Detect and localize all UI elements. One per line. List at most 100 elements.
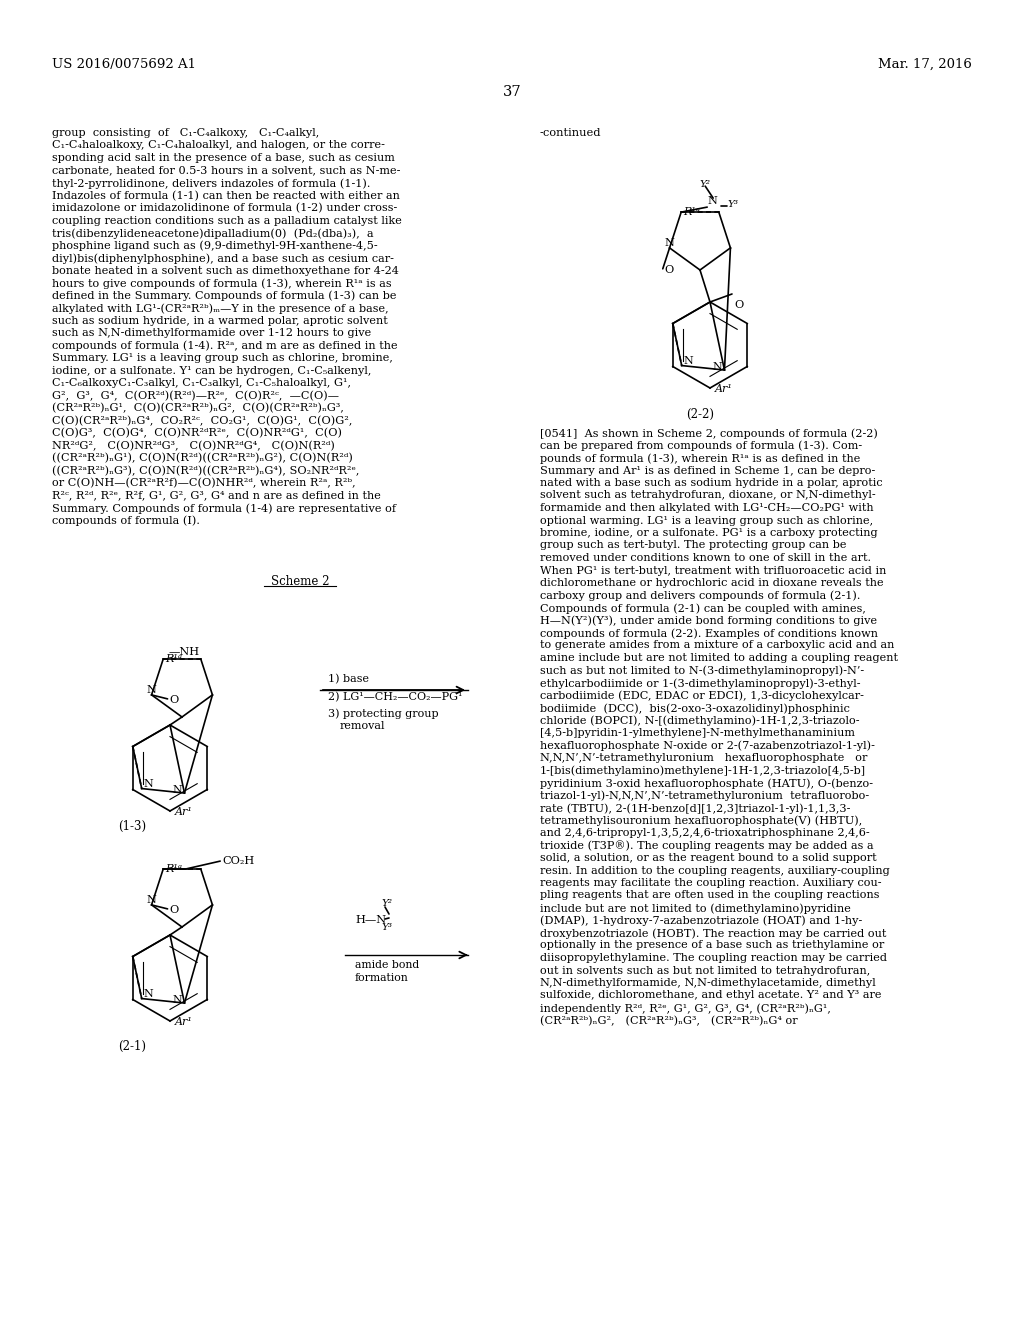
Text: US 2016/0075692 A1: US 2016/0075692 A1 [52,58,196,71]
Text: N: N [708,197,717,206]
Text: O: O [170,694,179,705]
Text: such as but not limited to N-(3-dimethylaminopropyl)-N’-: such as but not limited to N-(3-dimethyl… [540,665,864,676]
Text: R²ᶜ, R²ᵈ, R²ᵉ, R²f, G¹, G², G³, G⁴ and n are as defined in the: R²ᶜ, R²ᵈ, R²ᵉ, R²f, G¹, G², G³, G⁴ and n… [52,491,381,500]
Text: group such as tert-butyl. The protecting group can be: group such as tert-butyl. The protecting… [540,540,847,550]
Text: Y³: Y³ [381,923,392,932]
Text: 1-[bis(dimethylamino)methylene]-1H-1,2,3-triazolo[4,5-b]: 1-[bis(dimethylamino)methylene]-1H-1,2,3… [540,766,866,776]
Text: to generate amides from a mixture of a carboxylic acid and an: to generate amides from a mixture of a c… [540,640,894,651]
Text: optional warming. LG¹ is a leaving group such as chlorine,: optional warming. LG¹ is a leaving group… [540,516,873,525]
Text: O: O [170,906,179,915]
Text: Indazoles of formula (1-1) can then be reacted with either an: Indazoles of formula (1-1) can then be r… [52,190,400,201]
Text: resin. In addition to the coupling reagents, auxiliary-coupling: resin. In addition to the coupling reage… [540,866,890,875]
Text: hexafluorophosphate N-oxide or 2-(7-azabenzotriazol-1-yl)-: hexafluorophosphate N-oxide or 2-(7-azab… [540,741,874,751]
Text: N: N [143,779,154,788]
Text: or C(O)NH—(CR²ᵃR²f)—C(O)NHR²ᵈ, wherein R²ᵃ, R²ᵇ,: or C(O)NH—(CR²ᵃR²f)—C(O)NHR²ᵈ, wherein R… [52,478,355,488]
Text: tetramethylisouronium hexafluorophosphate(V) (HBTU),: tetramethylisouronium hexafluorophosphat… [540,816,862,826]
Text: N: N [146,685,157,694]
Text: R¹ᵃ: R¹ᵃ [683,207,699,216]
Text: amide bond: amide bond [355,960,419,970]
Text: coupling reaction conditions such as a palladium catalyst like: coupling reaction conditions such as a p… [52,215,401,226]
Text: N,N,N’,N’-tetramethyluronium   hexafluorophosphate   or: N,N,N’,N’-tetramethyluronium hexafluorop… [540,752,867,763]
Text: N: N [143,989,154,998]
Text: removed under conditions known to one of skill in the art.: removed under conditions known to one of… [540,553,871,564]
Text: C₁-C₆alkoxyC₁-C₃alkyl, C₁-C₃alkyl, C₁-C₅haloalkyl, G¹,: C₁-C₆alkoxyC₁-C₃alkyl, C₁-C₃alkyl, C₁-C₅… [52,378,351,388]
Text: G²,  G³,  G⁴,  C(OR²ᵈ)(R²ᵈ)—R²ᵉ,  C(O)R²ᶜ,  —C(O)—: G², G³, G⁴, C(OR²ᵈ)(R²ᵈ)—R²ᵉ, C(O)R²ᶜ, —… [52,391,339,401]
Text: 37: 37 [503,84,521,99]
Text: N,N-dimethylformamide, N,N-dimethylacetamide, dimethyl: N,N-dimethylformamide, N,N-dimethylaceta… [540,978,876,987]
Text: O: O [665,265,674,275]
Text: O: O [734,300,743,310]
Text: Y²: Y² [699,180,711,189]
Text: independently R²ᵈ, R²ᵉ, G¹, G², G³, G⁴, (CR²ᵃR²ᵇ)ₙG¹,: independently R²ᵈ, R²ᵉ, G¹, G², G³, G⁴, … [540,1003,830,1014]
Text: out in solvents such as but not limited to tetrahydrofuran,: out in solvents such as but not limited … [540,965,870,975]
Text: nated with a base such as sodium hydride in a polar, aprotic: nated with a base such as sodium hydride… [540,478,883,488]
Text: H—N(Y²)(Y³), under amide bond forming conditions to give: H—N(Y²)(Y³), under amide bond forming co… [540,615,878,626]
Text: and 2,4,6-tripropyl-1,3,5,2,4,6-trioxatriphosphinane 2,4,6-: and 2,4,6-tripropyl-1,3,5,2,4,6-trioxatr… [540,828,869,838]
Text: iodine, or a sulfonate. Y¹ can be hydrogen, C₁-C₅alkenyl,: iodine, or a sulfonate. Y¹ can be hydrog… [52,366,372,375]
Text: trioxide (T3P®). The coupling reagents may be added as a: trioxide (T3P®). The coupling reagents m… [540,841,873,851]
Text: pyridinium 3-oxid hexafluorophosphate (HATU), O-(benzo-: pyridinium 3-oxid hexafluorophosphate (H… [540,777,873,788]
Text: formamide and then alkylated with LG¹-CH₂—CO₂PG¹ with: formamide and then alkylated with LG¹-CH… [540,503,873,513]
Text: N: N [146,895,157,906]
Text: group  consisting  of   C₁-C₄alkoxy,   C₁-C₄alkyl,: group consisting of C₁-C₄alkoxy, C₁-C₄al… [52,128,319,139]
Text: 3) protecting group: 3) protecting group [328,708,438,718]
Text: pling reagents that are often used in the coupling reactions: pling reagents that are often used in th… [540,891,880,900]
Text: Y³: Y³ [727,201,738,209]
Text: ethylcarbodiimide or 1-(3-dimethylaminopropyl)-3-ethyl-: ethylcarbodiimide or 1-(3-dimethylaminop… [540,678,860,689]
Text: bromine, iodine, or a sulfonate. PG¹ is a carboxy protecting: bromine, iodine, or a sulfonate. PG¹ is … [540,528,878,539]
Text: When PG¹ is tert-butyl, treatment with trifluoroacetic acid in: When PG¹ is tert-butyl, treatment with t… [540,565,887,576]
Text: such as sodium hydride, in a warmed polar, aprotic solvent: such as sodium hydride, in a warmed pola… [52,315,388,326]
Text: [4,5-b]pyridin-1-ylmethylene]-N-methylmethanaminium: [4,5-b]pyridin-1-ylmethylene]-N-methylme… [540,729,855,738]
Text: Ar¹: Ar¹ [174,1016,193,1027]
Text: diyl)bis(diphenylphosphine), and a base such as cesium car-: diyl)bis(diphenylphosphine), and a base … [52,253,394,264]
Text: phosphine ligand such as (9,9-dimethyl-9H-xanthene-4,5-: phosphine ligand such as (9,9-dimethyl-9… [52,240,378,251]
Text: diisopropylethylamine. The coupling reaction may be carried: diisopropylethylamine. The coupling reac… [540,953,887,964]
Text: hours to give compounds of formula (1-3), wherein R¹ᵃ is as: hours to give compounds of formula (1-3)… [52,279,391,289]
Text: N: N [172,995,182,1005]
Text: solid, a solution, or as the reagent bound to a solid support: solid, a solution, or as the reagent bou… [540,853,877,863]
Text: Summary. Compounds of formula (1-4) are representative of: Summary. Compounds of formula (1-4) are … [52,503,396,513]
Text: carboxy group and delivers compounds of formula (2-1).: carboxy group and delivers compounds of … [540,590,860,601]
Text: bonate heated in a solvent such as dimethoxyethane for 4-24: bonate heated in a solvent such as dimet… [52,265,399,276]
Text: Ar¹: Ar¹ [174,807,193,817]
Text: triazol-1-yl)-N,N,N’,N’-tetramethyluronium  tetrafluorobo-: triazol-1-yl)-N,N,N’,N’-tetramethyluroni… [540,791,869,801]
Text: include but are not limited to (dimethylamino)pyridine: include but are not limited to (dimethyl… [540,903,851,913]
Text: alkylated with LG¹-(CR²ᵃR²ᵇ)ₘ—Y in the presence of a base,: alkylated with LG¹-(CR²ᵃR²ᵇ)ₘ—Y in the p… [52,304,389,314]
Text: C₁-C₄haloalkoxy, C₁-C₄haloalkyl, and halogen, or the corre-: C₁-C₄haloalkoxy, C₁-C₄haloalkyl, and hal… [52,140,385,150]
Text: carbodiimide (EDC, EDAC or EDCI), 1,3-dicyclohexylcar-: carbodiimide (EDC, EDAC or EDCI), 1,3-di… [540,690,864,701]
Text: chloride (BOPCI), N-[(dimethylamino)-1H-1,2,3-triazolo-: chloride (BOPCI), N-[(dimethylamino)-1H-… [540,715,859,726]
Text: Mar. 17, 2016: Mar. 17, 2016 [879,58,972,71]
Text: N: N [172,785,182,795]
Text: rate (TBTU), 2-(1H-benzo[d][1,2,3]triazol-1-yl)-1,1,3,3-: rate (TBTU), 2-(1H-benzo[d][1,2,3]triazo… [540,803,850,813]
Text: H—N: H—N [355,915,386,925]
Text: ((CR²ᵃR²ᵇ)ₙG³), C(O)N(R²ᵈ)((CR²ᵃR²ᵇ)ₙG⁴), SO₂NR²ᵈR²ᵉ,: ((CR²ᵃR²ᵇ)ₙG³), C(O)N(R²ᵈ)((CR²ᵃR²ᵇ)ₙG⁴)… [52,466,359,475]
Text: pounds of formula (1-3), wherein R¹ᵃ is as defined in the: pounds of formula (1-3), wherein R¹ᵃ is … [540,453,860,463]
Text: NR²ᵈG²,   C(O)NR²ᵈG³,   C(O)NR²ᵈG⁴,   C(O)N(R²ᵈ): NR²ᵈG², C(O)NR²ᵈG³, C(O)NR²ᵈG⁴, C(O)N(R²… [52,441,335,451]
Text: can be prepared from compounds of formula (1-3). Com-: can be prepared from compounds of formul… [540,441,862,451]
Text: N: N [665,238,675,248]
Text: C(O)(CR²ᵃR²ᵇ)ₙG⁴,  CO₂R²ᶜ,  CO₂G¹,  C(O)G¹,  C(O)G²,: C(O)(CR²ᵃR²ᵇ)ₙG⁴, CO₂R²ᶜ, CO₂G¹, C(O)G¹,… [52,416,352,426]
Text: —NH: —NH [168,647,200,657]
Text: formation: formation [355,973,409,983]
Text: (CR²ᵃR²ᵇ)ₙG²,   (CR²ᵃR²ᵇ)ₙG³,   (CR²ᵃR²ᵇ)ₙG⁴ or: (CR²ᵃR²ᵇ)ₙG², (CR²ᵃR²ᵇ)ₙG³, (CR²ᵃR²ᵇ)ₙG⁴… [540,1015,798,1026]
Text: Summary. LG¹ is a leaving group such as chlorine, bromine,: Summary. LG¹ is a leaving group such as … [52,352,393,363]
Text: solvent such as tetrahydrofuran, dioxane, or N,N-dimethyl-: solvent such as tetrahydrofuran, dioxane… [540,491,876,500]
Text: C(O)G³,  C(O)G⁴,  C(O)NR²ᵈR²ᵉ,  C(O)NR²ᵈG¹,  C(O): C(O)G³, C(O)G⁴, C(O)NR²ᵈR²ᵉ, C(O)NR²ᵈG¹,… [52,428,342,438]
Text: Compounds of formula (2-1) can be coupled with amines,: Compounds of formula (2-1) can be couple… [540,603,866,614]
Text: compounds of formula (2-2). Examples of conditions known: compounds of formula (2-2). Examples of … [540,628,878,639]
Text: R¹ᵃ: R¹ᵃ [165,655,182,664]
Text: removal: removal [340,721,385,731]
Text: N: N [713,362,722,372]
Text: bodiimide  (DCC),  bis(2-oxo-3-oxazolidinyl)phosphinic: bodiimide (DCC), bis(2-oxo-3-oxazolidiny… [540,704,850,714]
Text: Y²: Y² [381,899,392,908]
Text: Summary and Ar¹ is as defined in Scheme 1, can be depro-: Summary and Ar¹ is as defined in Scheme … [540,466,876,475]
Text: defined in the Summary. Compounds of formula (1-3) can be: defined in the Summary. Compounds of for… [52,290,396,301]
Text: such as N,N-dimethylformamide over 1-12 hours to give: such as N,N-dimethylformamide over 1-12 … [52,327,372,338]
Text: amine include but are not limited to adding a coupling reagent: amine include but are not limited to add… [540,653,898,663]
Text: tris(dibenzylideneacetone)dipalladium(0)  (Pd₂(dba)₃),  a: tris(dibenzylideneacetone)dipalladium(0)… [52,228,374,239]
Text: (1-3): (1-3) [118,820,146,833]
Text: droxybenzotriazole (HOBT). The reaction may be carried out: droxybenzotriazole (HOBT). The reaction … [540,928,887,939]
Text: 2) LG¹—CH₂—CO₂—PG¹: 2) LG¹—CH₂—CO₂—PG¹ [328,692,463,702]
Text: thyl-2-pyrrolidinone, delivers indazoles of formula (1-1).: thyl-2-pyrrolidinone, delivers indazoles… [52,178,371,189]
Text: optionally in the presence of a base such as triethylamine or: optionally in the presence of a base suc… [540,940,885,950]
